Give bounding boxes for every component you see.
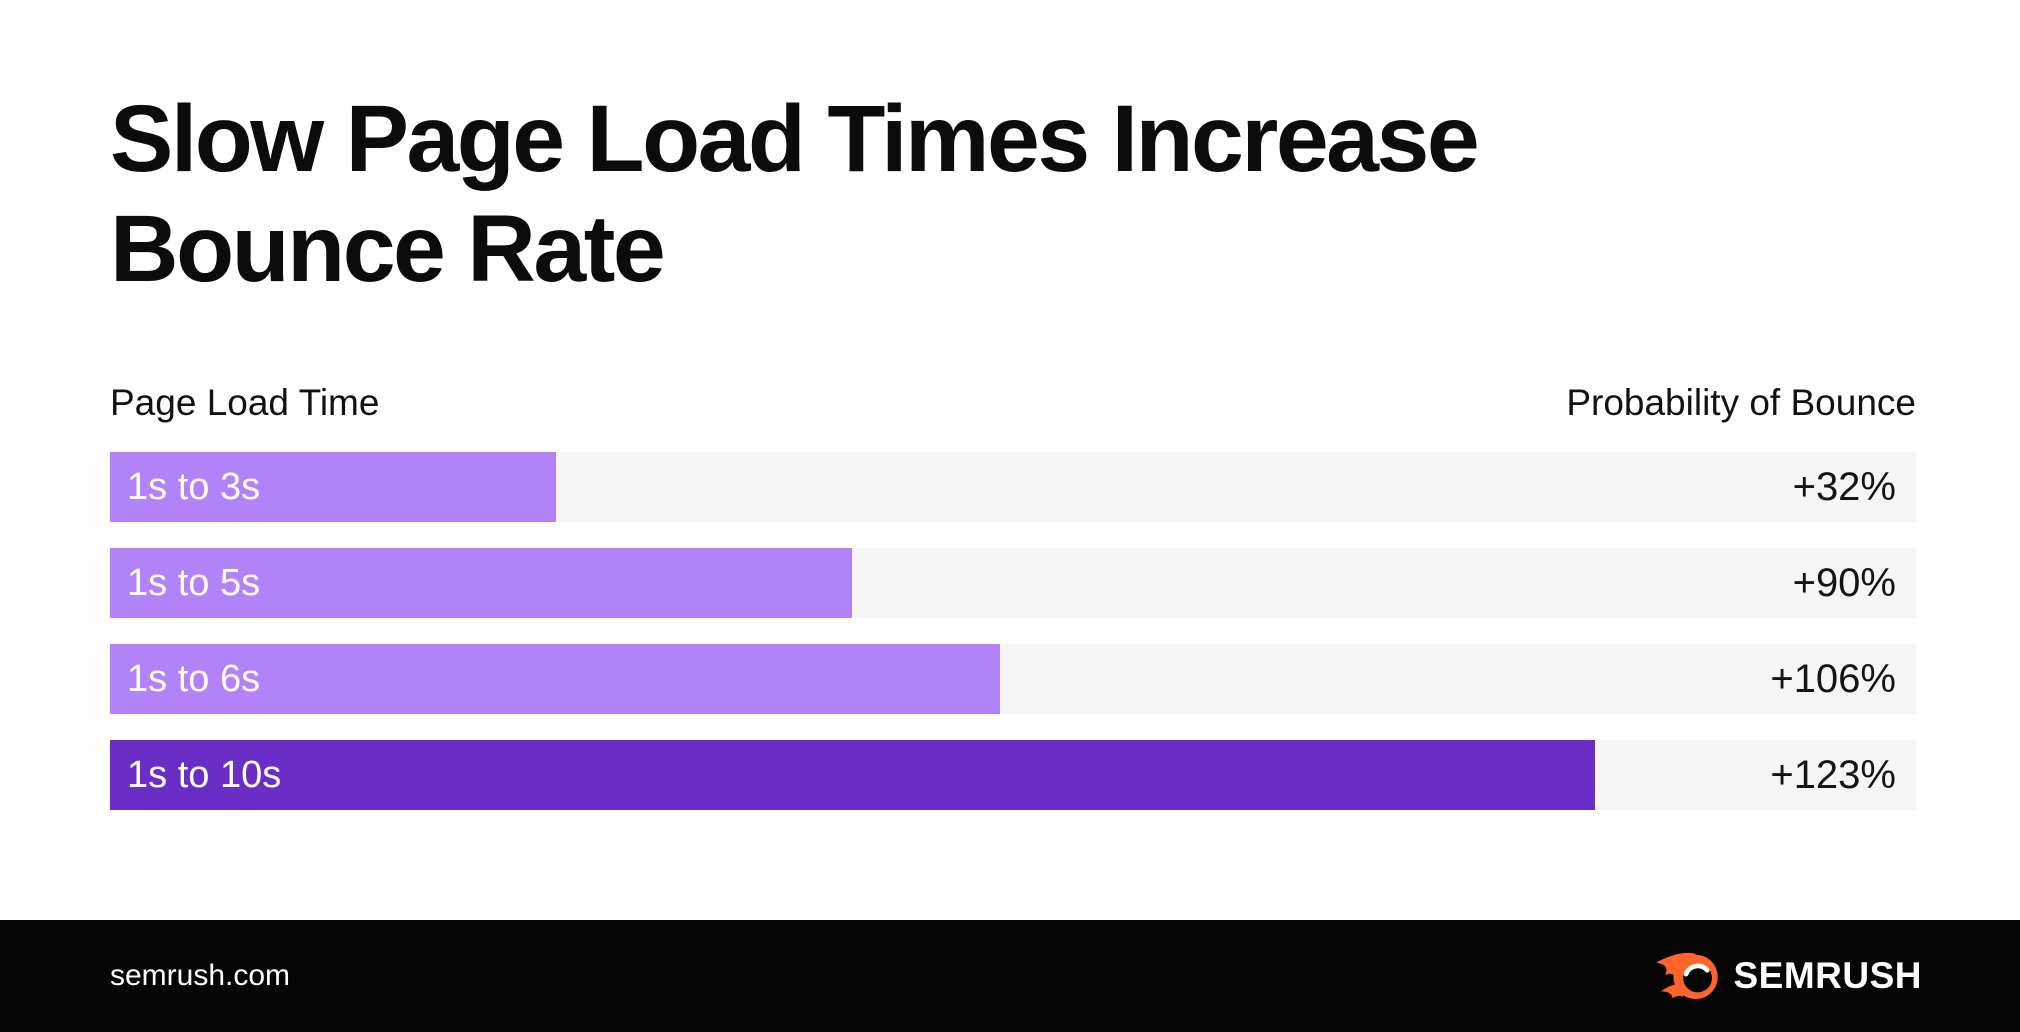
x-axis-label: Probability of Bounce — [1566, 382, 1916, 423]
bar-value-label: +32% — [1792, 464, 1896, 509]
bar-category-label: 1s to 6s — [127, 657, 261, 700]
title-line-2: Bounce Rate — [110, 196, 666, 302]
y-axis-label: Page Load Time — [110, 382, 380, 423]
page-title: Slow Page Load Times Increase Bounce Rate — [110, 84, 1480, 304]
bar-row-1s-to-6s: 1s to 6s +106% — [110, 644, 1916, 714]
bar-category-label: 1s to 5s — [127, 561, 261, 604]
title-line-1: Slow Page Load Times Increase — [110, 86, 1480, 192]
bar-row-1s-to-3s: 1s to 3s +32% — [110, 452, 1916, 522]
semrush-flame-icon — [1656, 952, 1719, 1000]
brand-wordmark: SEMRUSH — [1733, 955, 1922, 996]
bar-fill: 1s to 3s — [110, 452, 557, 522]
site-url: semrush.com — [110, 959, 291, 992]
bar-value-label: +106% — [1770, 656, 1896, 701]
bar-category-label: 1s to 10s — [127, 753, 282, 796]
bar-value-label: +90% — [1792, 560, 1896, 605]
axis-header: Page Load Time Probability of Bounce — [110, 382, 1916, 424]
bar-row-1s-to-10s: 1s to 10s +123% — [110, 740, 1916, 810]
bar-chart: 1s to 3s +32% 1s to 5s +90% 1s to 6s +10… — [110, 452, 1916, 836]
bar-value-label: +123% — [1770, 752, 1896, 797]
bar-fill: 1s to 10s — [110, 740, 1595, 810]
bar-fill: 1s to 5s — [110, 548, 853, 618]
bar-fill: 1s to 6s — [110, 644, 1001, 714]
bar-category-label: 1s to 3s — [127, 465, 261, 508]
footer-bar: semrush.com SEMRUSH — [0, 920, 2020, 1032]
bar-row-1s-to-5s: 1s to 5s +90% — [110, 548, 1916, 618]
semrush-logo: SEMRUSH — [1655, 951, 1922, 1001]
